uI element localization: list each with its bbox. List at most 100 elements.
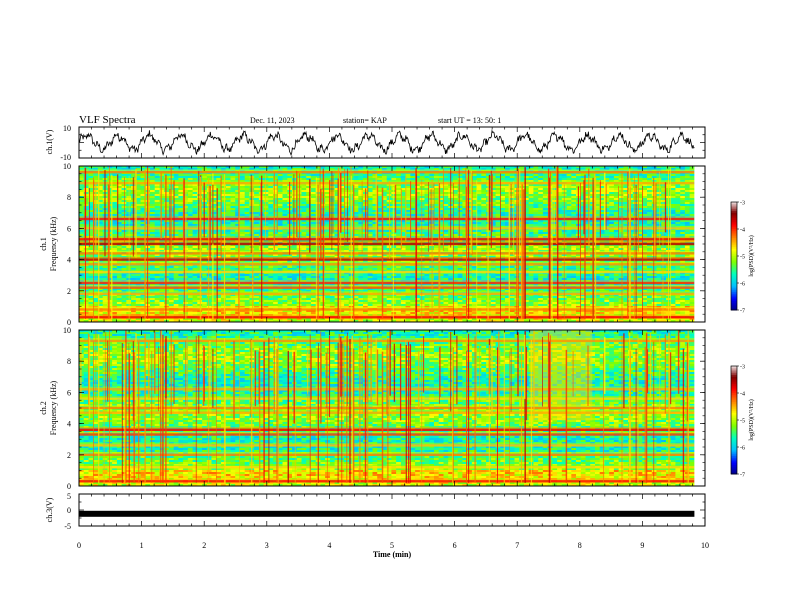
spectrogram-cell	[206, 222, 212, 225]
spectrogram-cell	[88, 192, 94, 195]
spectrogram-cell	[202, 168, 208, 171]
spectrogram-cell	[415, 230, 421, 233]
spectrogram-cell	[344, 168, 350, 171]
spectrogram-cell	[599, 168, 605, 171]
spectrogram-cell	[244, 206, 250, 209]
spectrogram-cell	[538, 166, 544, 169]
spectrogram-cell	[552, 210, 558, 213]
spectrogram-cell	[150, 188, 156, 191]
spectrogram-cell	[107, 210, 113, 213]
spectrogram-cell	[150, 198, 156, 201]
spectrogram-cell	[689, 222, 695, 225]
spectrogram-cell	[396, 234, 402, 237]
spectrogram-cell	[159, 198, 165, 201]
spectrogram-cell	[467, 168, 473, 171]
spectrogram-cell	[164, 186, 170, 189]
spectrogram-cell	[244, 230, 250, 233]
spectrogram-cell	[211, 186, 217, 189]
spectrogram-cell	[116, 214, 122, 217]
spectrogram-cell	[216, 188, 222, 191]
spectrogram-cell	[116, 210, 122, 213]
spectrogram-cell	[599, 166, 605, 169]
spectrogram-cell	[112, 212, 118, 215]
spectrogram-cell	[263, 192, 269, 195]
spectrogram-cell	[221, 208, 227, 211]
spectrogram-cell	[533, 214, 539, 217]
spectrogram-cell	[415, 208, 421, 211]
spectrogram-cell	[452, 210, 458, 213]
spectrogram-cell	[495, 200, 501, 203]
spectrogram-cell	[381, 208, 387, 211]
spectrogram-cell	[292, 202, 298, 205]
spectrogram-cell	[457, 174, 463, 177]
spectrogram-cell	[670, 200, 676, 203]
spectrogram-cell	[216, 190, 222, 193]
spectrogram-cell	[329, 186, 335, 189]
spectrogram-cell	[443, 210, 449, 213]
spectrogram-cell	[320, 166, 326, 169]
spectrogram-cell	[102, 166, 108, 169]
spectrogram-cell	[542, 188, 548, 191]
spectrogram-cell	[377, 240, 383, 243]
spectrogram-cell	[230, 188, 236, 191]
spectrogram-cell	[434, 166, 440, 169]
spectrogram-cell	[344, 210, 350, 213]
spectrogram-cell	[334, 190, 340, 193]
spectrogram-cell	[538, 198, 544, 201]
spectrogram-cell	[467, 230, 473, 233]
spectrogram-cell	[79, 212, 85, 215]
spectrogram-cell	[580, 168, 586, 171]
spectrogram-cell	[292, 220, 298, 223]
spectrogram-cell	[164, 222, 170, 225]
spectrogram-cell	[116, 188, 122, 191]
spectrogram-cell	[173, 202, 179, 205]
spectrogram-cell	[642, 212, 648, 215]
spectrogram-cell	[429, 166, 435, 169]
spectrogram-cell	[287, 174, 293, 177]
spectrogram-cell	[571, 224, 577, 227]
spectrogram-cell	[325, 192, 331, 195]
spectrogram-cell	[192, 188, 198, 191]
spectrogram-cell	[476, 202, 482, 205]
spectrogram-cell	[273, 234, 279, 237]
spectrogram-cell	[211, 240, 217, 243]
spectrogram-cell	[675, 210, 681, 213]
spectrogram-cell	[230, 202, 236, 205]
spectrogram-cell	[187, 240, 193, 243]
spectrogram-cell	[112, 200, 118, 203]
spectrogram-cell	[367, 174, 373, 177]
spectrogram-cell	[661, 214, 667, 217]
spectrogram-cell	[647, 188, 653, 191]
spectrogram-cell	[268, 166, 274, 169]
spectrogram-cell	[443, 230, 449, 233]
spectrogram-cell	[599, 198, 605, 201]
spectrogram-cell	[609, 194, 615, 197]
spectrogram-cell	[244, 198, 250, 201]
spectrogram-cell	[235, 210, 241, 213]
spectrogram-cell	[405, 202, 411, 205]
spectrogram-cell	[656, 168, 662, 171]
spectrogram-cell	[211, 232, 217, 235]
spectrogram-cell	[580, 166, 586, 169]
spectrogram-cell	[500, 206, 506, 209]
spectrogram-cell	[542, 198, 548, 201]
spectrogram-cell	[221, 220, 227, 223]
spectrogram-cell	[642, 174, 648, 177]
spectrogram-cell	[150, 200, 156, 203]
spectrogram-cell	[434, 168, 440, 171]
spectrogram-cell	[675, 178, 681, 181]
spectrogram-cell	[339, 178, 345, 181]
spectrogram-cell	[310, 168, 316, 171]
spectrogram-cell	[689, 174, 695, 177]
spectrogram-cell	[173, 168, 179, 171]
spectrogram-cell	[334, 202, 340, 205]
spectrogram-cell	[452, 212, 458, 215]
spectrogram-cell	[367, 194, 373, 197]
spectrogram-cell	[405, 206, 411, 209]
spectrogram-cell	[306, 194, 312, 197]
spectrogram-cell	[538, 188, 544, 191]
spectrogram-cell	[216, 168, 222, 171]
spectrogram-cell	[443, 166, 449, 169]
spectrogram-cell	[244, 176, 250, 179]
spectrogram-cell	[154, 208, 160, 211]
